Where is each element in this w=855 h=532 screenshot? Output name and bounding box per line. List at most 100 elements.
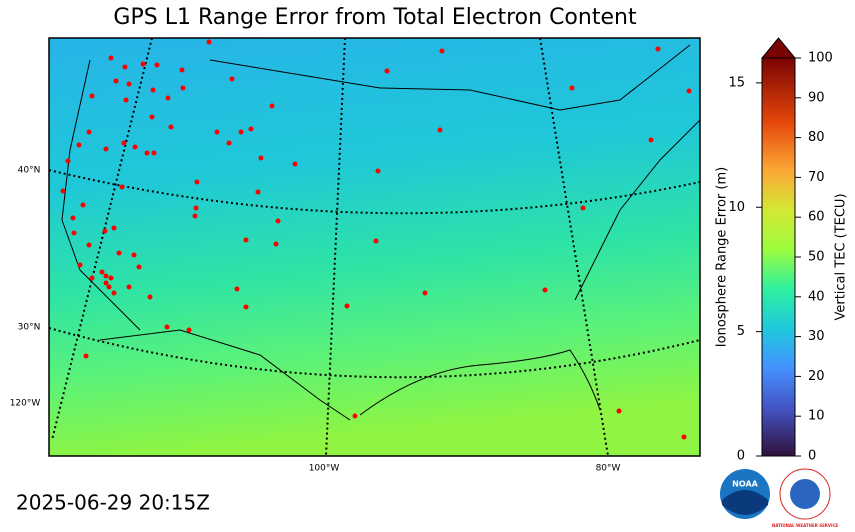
- station: [238, 129, 244, 135]
- y-tick-label: 15: [728, 75, 745, 90]
- station: [83, 353, 89, 359]
- station: [121, 140, 127, 146]
- station: [273, 241, 279, 247]
- station: [103, 280, 109, 286]
- lat-label: 30°N: [18, 323, 41, 333]
- station: [168, 124, 174, 130]
- y2-tick-label: 50: [808, 250, 825, 265]
- noaa-wave: [722, 490, 768, 515]
- station: [243, 237, 249, 243]
- station: [89, 275, 95, 281]
- y2-tick-label: 60: [808, 210, 825, 225]
- title: GPS L1 Range Error from Total Electron C…: [113, 5, 637, 30]
- station: [65, 158, 71, 164]
- station: [123, 97, 129, 103]
- station: [164, 324, 170, 330]
- y2-tick-label: 20: [808, 369, 825, 384]
- station: [151, 150, 157, 156]
- station: [80, 202, 86, 208]
- lon-label: 100°W: [309, 464, 340, 474]
- station: [193, 205, 199, 211]
- station: [119, 184, 125, 190]
- border: [209, 44, 691, 111]
- station: [154, 62, 160, 68]
- station: [70, 215, 76, 221]
- colorbar-extend: [760, 37, 797, 59]
- nws-text: NATIONAL WEATHER SERVICE: [772, 523, 839, 528]
- station: [226, 140, 232, 146]
- timestamp: 2025-06-29 20:15Z: [16, 491, 210, 515]
- colorbar: [761, 57, 796, 457]
- logos: NOAA NATIONAL WEATHER SERVICE: [720, 468, 839, 528]
- station: [569, 85, 575, 91]
- station: [180, 85, 186, 91]
- station: [234, 286, 240, 292]
- coastline: [61, 59, 141, 331]
- station: [648, 137, 654, 143]
- lon-label: 120°W: [10, 399, 41, 409]
- station: [108, 275, 114, 281]
- station: [77, 262, 83, 268]
- station: [165, 95, 171, 101]
- station: [99, 269, 105, 275]
- colorbar-left-label: Ionosphere Range Error (m): [715, 167, 730, 347]
- station: [149, 114, 155, 120]
- station: [150, 87, 156, 93]
- y2-tick-label: 0: [808, 449, 816, 464]
- station: [89, 93, 95, 99]
- station: [542, 287, 548, 293]
- y2-tick-label: 100: [808, 51, 833, 66]
- station: [681, 434, 687, 440]
- graticule: [48, 327, 701, 379]
- station: [352, 413, 358, 419]
- station: [375, 168, 381, 174]
- station: [103, 146, 109, 152]
- station: [103, 273, 109, 279]
- border: [99, 329, 351, 421]
- station: [384, 68, 390, 74]
- station: [580, 205, 586, 211]
- station: [144, 150, 150, 156]
- map: [48, 37, 701, 457]
- noaa-text: NOAA: [732, 480, 758, 489]
- station: [439, 48, 445, 54]
- station: [248, 126, 254, 132]
- station: [655, 46, 661, 52]
- station: [106, 284, 112, 290]
- graticule: [51, 37, 153, 441]
- station: [136, 264, 142, 270]
- station: [131, 252, 137, 258]
- station: [126, 81, 132, 87]
- station: [243, 304, 249, 310]
- y2-tick-label: 40: [808, 289, 825, 304]
- station: [122, 64, 128, 70]
- station: [140, 61, 146, 67]
- station: [126, 284, 132, 290]
- y2-tick-label: 10: [808, 409, 825, 424]
- station: [179, 67, 185, 73]
- station: [116, 250, 122, 256]
- y2-tick-label: 80: [808, 130, 825, 145]
- station: [229, 76, 235, 82]
- station: [422, 290, 428, 296]
- lon-label: 80°W: [596, 464, 621, 474]
- y-tick-label: 5: [737, 324, 745, 339]
- station: [102, 228, 108, 234]
- station: [344, 303, 350, 309]
- map-area: [48, 37, 701, 457]
- nws-inner: [790, 479, 820, 509]
- y-tick-label: 0: [737, 449, 745, 464]
- station: [147, 294, 153, 300]
- station: [186, 327, 192, 333]
- y2-tick-label: 70: [808, 170, 825, 185]
- station: [108, 55, 114, 61]
- colorbar-right-label: Vertical TEC (TECU): [834, 193, 849, 320]
- station: [292, 161, 298, 167]
- station: [132, 144, 138, 150]
- station: [255, 189, 261, 195]
- station: [86, 242, 92, 248]
- station: [214, 129, 220, 135]
- lat-label: 40°N: [18, 166, 41, 176]
- y-tick-label: 10: [728, 200, 745, 215]
